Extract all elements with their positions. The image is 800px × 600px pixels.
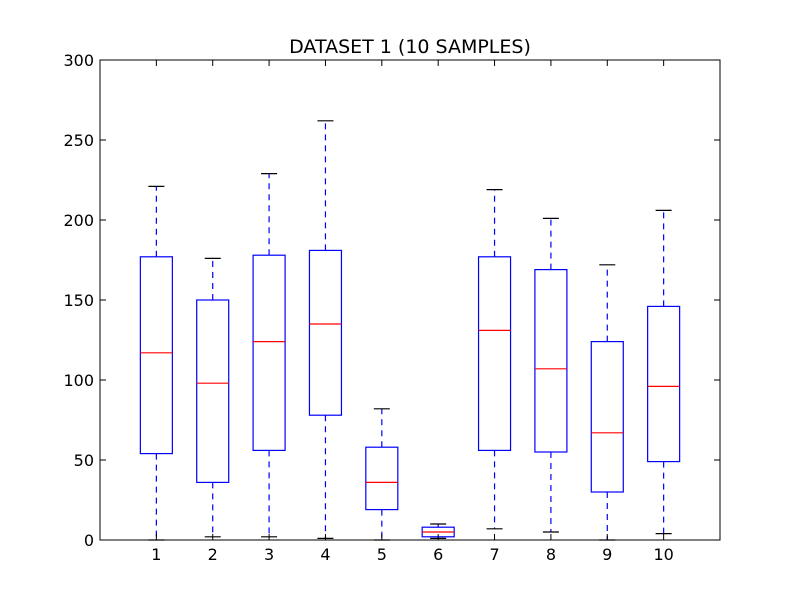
box	[534, 269, 568, 453]
box	[196, 299, 230, 483]
box	[252, 254, 286, 451]
box	[477, 256, 512, 451]
chart-marks	[139, 120, 681, 541]
x-tick-label: 9	[602, 545, 612, 564]
box-group-2	[196, 257, 230, 538]
box-group-4	[308, 120, 343, 540]
x-tick-label: 6	[433, 545, 443, 564]
x-tick-label: 5	[377, 545, 387, 564]
box-group-5	[365, 408, 399, 541]
y-axis: 0 50 100 150 200 250 300	[63, 51, 720, 550]
x-axis: 1 2 3 4 5 6 7 8 9 10	[151, 60, 674, 564]
y-tick-label: 50	[74, 451, 94, 470]
box-group-8	[534, 217, 568, 533]
box	[365, 446, 399, 511]
box-group-1	[139, 185, 173, 541]
y-tick-label: 0	[84, 531, 94, 550]
box	[308, 249, 343, 416]
y-tick-label: 100	[63, 371, 94, 390]
box	[647, 305, 681, 463]
x-tick-label: 4	[320, 545, 330, 564]
x-tick-label: 7	[489, 545, 499, 564]
box-group-10	[647, 209, 681, 535]
y-tick-label: 300	[63, 51, 94, 70]
box	[139, 256, 173, 455]
x-tick-label: 8	[546, 545, 556, 564]
x-tick-label: 3	[264, 545, 274, 564]
x-tick-label: 2	[208, 545, 218, 564]
x-tick-label: 1	[151, 545, 161, 564]
y-tick-label: 200	[63, 211, 94, 230]
box-group-9	[590, 264, 624, 541]
box	[590, 341, 624, 493]
box-group-3	[252, 173, 286, 538]
chart-title: DATASET 1 (10 SAMPLES)	[289, 36, 531, 58]
plot-frame	[99, 59, 721, 541]
box-group-7	[477, 189, 512, 530]
x-tick-label: 10	[653, 545, 673, 564]
y-tick-label: 250	[63, 131, 94, 150]
y-tick-label: 150	[63, 291, 94, 310]
